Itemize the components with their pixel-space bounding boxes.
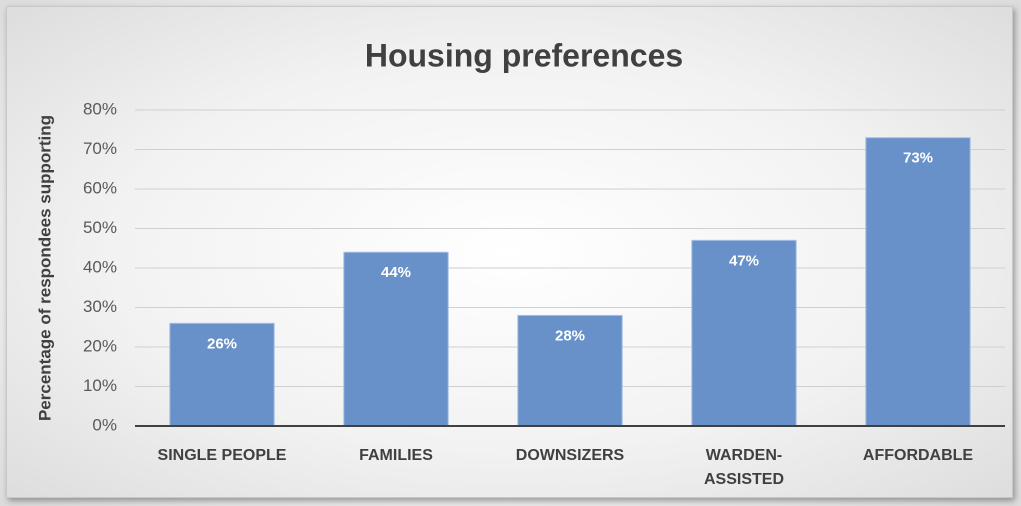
data-label: 47% [729,252,759,269]
bar [343,251,449,427]
y-tick-label: 80% [83,99,117,118]
x-tick-label: WARDEN-ASSISTED [703,447,784,488]
y-tick-label: 0% [92,415,117,434]
bar [169,322,275,427]
x-tick-label: DOWNSIZERS [515,447,625,464]
y-tick-label: 60% [83,178,117,197]
y-tick-label: 50% [83,218,117,237]
chart-title: Housing preferences [365,37,683,73]
x-tick-label: SINGLE PEOPLE [157,447,287,464]
data-label: 44% [381,264,411,281]
data-label: 28% [555,327,585,344]
bar [691,239,797,427]
bar [865,137,971,427]
chart-frame [6,6,1013,498]
x-tick-label: AFFORDABLE [862,447,974,464]
y-tick-label: 40% [83,257,117,276]
x-tick-label: FAMILIES [359,447,433,464]
data-label: 73% [903,150,933,167]
bar [517,314,623,427]
y-axis-label: Percentage of respondees supporting [35,115,54,421]
y-tick-label: 10% [83,376,117,395]
y-tick-label: 20% [83,336,117,355]
y-tick-label: 70% [83,139,117,158]
y-tick-label: 30% [83,297,117,316]
data-label: 26% [207,335,237,352]
